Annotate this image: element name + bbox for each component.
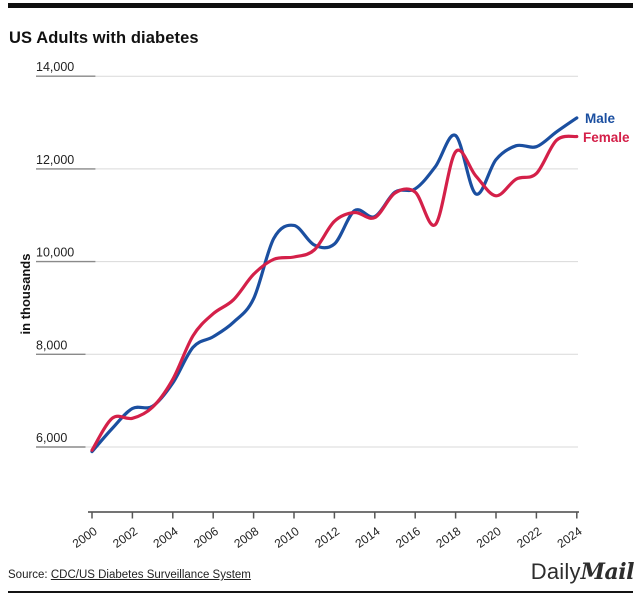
x-tick-label: 2022: [514, 524, 544, 551]
x-tick-label: 2016: [393, 524, 423, 551]
source-line: Source: CDC/US Diabetes Surveillance Sys…: [8, 569, 251, 581]
source-link[interactable]: CDC/US Diabetes Surveillance System: [50, 569, 251, 581]
x-axis-group: 2000 2002 2004 2006 2008 2010 2012 2014 2016 2018…: [70, 511, 585, 551]
top-divider-bar: [8, 3, 633, 8]
x-tick-label: 2000: [70, 524, 100, 551]
series-line-female: [90, 134, 579, 452]
series-group: [90, 116, 579, 454]
y-tick-label: 12,000: [36, 153, 74, 167]
source-prefix: Source:: [8, 569, 51, 581]
y-tick-label: 6,000: [36, 431, 67, 445]
legend-label-female: Female: [583, 130, 630, 145]
x-tick-label: 2018: [433, 524, 463, 551]
x-tick-label: 2006: [191, 524, 221, 551]
x-tick-label: 2008: [231, 524, 261, 551]
x-tick-label: 2012: [312, 524, 342, 551]
dailymail-logo-daily: Daily: [530, 559, 581, 584]
dailymail-logo-mail: Mail: [580, 559, 635, 585]
y-tick-label: 14,000: [36, 60, 74, 74]
x-tick-label: 2010: [272, 524, 302, 551]
x-tick-label: 2014: [353, 524, 383, 551]
x-tick-label: 2020: [474, 524, 504, 551]
series-line-male: [90, 116, 579, 454]
x-tick-label: 2004: [151, 524, 181, 551]
bottom-divider-rule: [8, 591, 633, 593]
legend-label-male: Male: [585, 111, 616, 126]
chart-title: US Adults with diabetes: [9, 29, 199, 47]
dailymail-logo[interactable]: DailyMail: [530, 559, 635, 585]
gridlines-group: 6,000 8,000 10,000 12,000 14,000: [36, 60, 578, 448]
x-tick-label: 2024: [555, 524, 585, 551]
y-tick-label: 8,000: [36, 338, 67, 352]
x-tick-label: 2002: [110, 524, 140, 551]
y-tick-label: 10,000: [36, 246, 74, 260]
